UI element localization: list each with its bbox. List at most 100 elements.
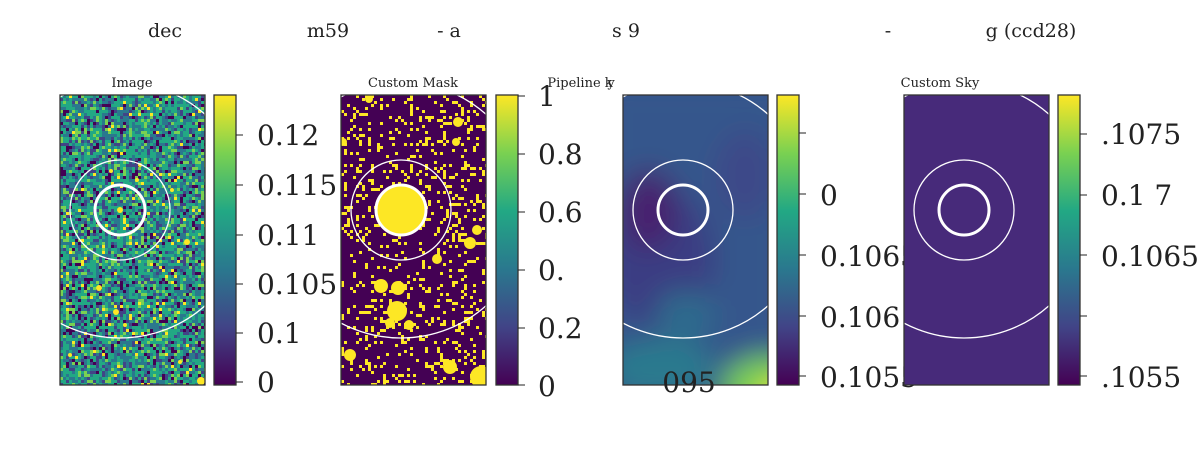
image-noise-pixel <box>87 212 90 215</box>
image-noise-pixel <box>93 110 96 113</box>
image-noise-pixel <box>168 335 171 338</box>
image-noise-pixel <box>198 281 201 284</box>
image-noise-pixel <box>156 254 159 257</box>
mask-speckle-pixel <box>482 98 485 101</box>
image-noise-pixel <box>180 248 183 251</box>
mask-inner-aperture-circle <box>374 183 428 237</box>
image-noise-pixel <box>132 224 135 227</box>
image-noise-pixel <box>87 221 90 224</box>
image-noise-pixel <box>177 215 180 218</box>
image-noise-pixel <box>93 347 96 350</box>
image-noise-pixel <box>174 287 177 290</box>
image-noise-pixel <box>81 209 84 212</box>
image-noise-pixel <box>189 107 192 110</box>
mask-speckle-pixel <box>458 104 461 107</box>
image-noise-pixel <box>81 320 84 323</box>
image-noise-pixel <box>129 314 132 317</box>
mask-speckle-pixel <box>353 113 356 116</box>
mask-speckle-pixel <box>419 338 422 341</box>
image-noise-pixel <box>81 350 84 353</box>
image-noise-pixel <box>162 350 165 353</box>
image-noise-pixel <box>165 137 168 140</box>
image-noise-pixel <box>63 341 66 344</box>
image-noise-pixel <box>183 272 186 275</box>
image-noise-pixel <box>192 218 195 221</box>
mask-colorbar-tick-label: 0 <box>538 370 556 403</box>
image-noise-pixel <box>90 212 93 215</box>
image-noise-pixel <box>147 302 150 305</box>
image-noise-pixel <box>114 203 117 206</box>
mask-speckle-pixel <box>374 365 377 368</box>
image-noise-pixel <box>180 218 183 221</box>
image-noise-pixel <box>96 209 99 212</box>
image-noise-pixel <box>90 110 93 113</box>
mask-speckle-pixel <box>464 320 467 323</box>
mask-speckle-pixel <box>437 350 440 353</box>
image-noise-pixel <box>75 248 78 251</box>
image-noise-pixel <box>63 185 66 188</box>
image-noise-pixel <box>84 122 87 125</box>
image-noise-pixel <box>99 359 102 362</box>
mask-speckle-pixel <box>341 284 344 287</box>
mask-speckle-pixel <box>470 125 473 128</box>
image-noise-pixel <box>195 380 198 383</box>
image-noise-pixel <box>189 134 192 137</box>
image-noise-pixel <box>174 314 177 317</box>
image-noise-pixel <box>102 353 105 356</box>
image-noise-pixel <box>171 209 174 212</box>
mask-speckle-pixel <box>434 161 437 164</box>
image-noise-pixel <box>126 377 129 380</box>
image-noise-pixel <box>87 236 90 239</box>
mask-annulus-group <box>341 95 486 339</box>
image-noise-pixel <box>162 308 165 311</box>
image-noise-pixel <box>69 149 72 152</box>
image-noise-pixel <box>60 185 63 188</box>
image-noise-pixel <box>168 98 171 101</box>
mask-blob <box>344 349 356 361</box>
image-noise-pixel <box>120 305 123 308</box>
image-noise-pixel <box>153 374 156 377</box>
image-noise-pixel <box>96 113 99 116</box>
image-noise-pixel <box>108 278 111 281</box>
image-noise-pixel <box>84 326 87 329</box>
image-noise-pixel <box>195 302 198 305</box>
image-noise-pixel <box>183 230 186 233</box>
mask-speckle-pixel <box>446 212 449 215</box>
mask-speckle-pixel <box>362 98 365 101</box>
image-noise-pixel <box>69 140 72 143</box>
image-noise-pixel <box>153 188 156 191</box>
image-noise-pixel <box>81 104 84 107</box>
image-noise-pixel <box>99 104 102 107</box>
image-noise-pixel <box>63 104 66 107</box>
image-noise-pixel <box>171 248 174 251</box>
mask-speckle-pixel <box>482 173 485 176</box>
image-noise-pixel <box>81 248 84 251</box>
mask-speckle-pixel <box>443 170 446 173</box>
image-noise-pixel <box>153 122 156 125</box>
mask-speckle-pixel <box>380 245 383 248</box>
image-noise-pixel <box>153 182 156 185</box>
image-noise-pixel <box>66 152 69 155</box>
image-noise-pixel <box>102 314 105 317</box>
image-noise-pixel <box>195 275 198 278</box>
image-noise-pixel <box>66 284 69 287</box>
image-noise-pixel <box>102 125 105 128</box>
image-noise-pixel <box>126 248 129 251</box>
image-noise-pixel <box>144 233 147 236</box>
image-noise-pixel <box>99 98 102 101</box>
pipeline-sky-teal-patch <box>623 340 715 385</box>
image-noise-pixel <box>69 161 72 164</box>
image-noise-pixel <box>75 308 78 311</box>
image-noise-pixel <box>72 218 75 221</box>
mask-speckle-pixel <box>347 131 350 134</box>
image-noise-pixel <box>195 98 198 101</box>
mask-speckle-pixel <box>344 224 347 227</box>
mask-speckle-pixel <box>443 176 446 179</box>
image-noise-pixel <box>144 329 147 332</box>
image-noise-pixel <box>114 305 117 308</box>
image-noise-pixel <box>111 173 114 176</box>
image-noise-pixel <box>105 251 108 254</box>
image-noise-pixel <box>165 272 168 275</box>
image-noise-pixel <box>147 245 150 248</box>
image-noise-pixel <box>129 140 132 143</box>
